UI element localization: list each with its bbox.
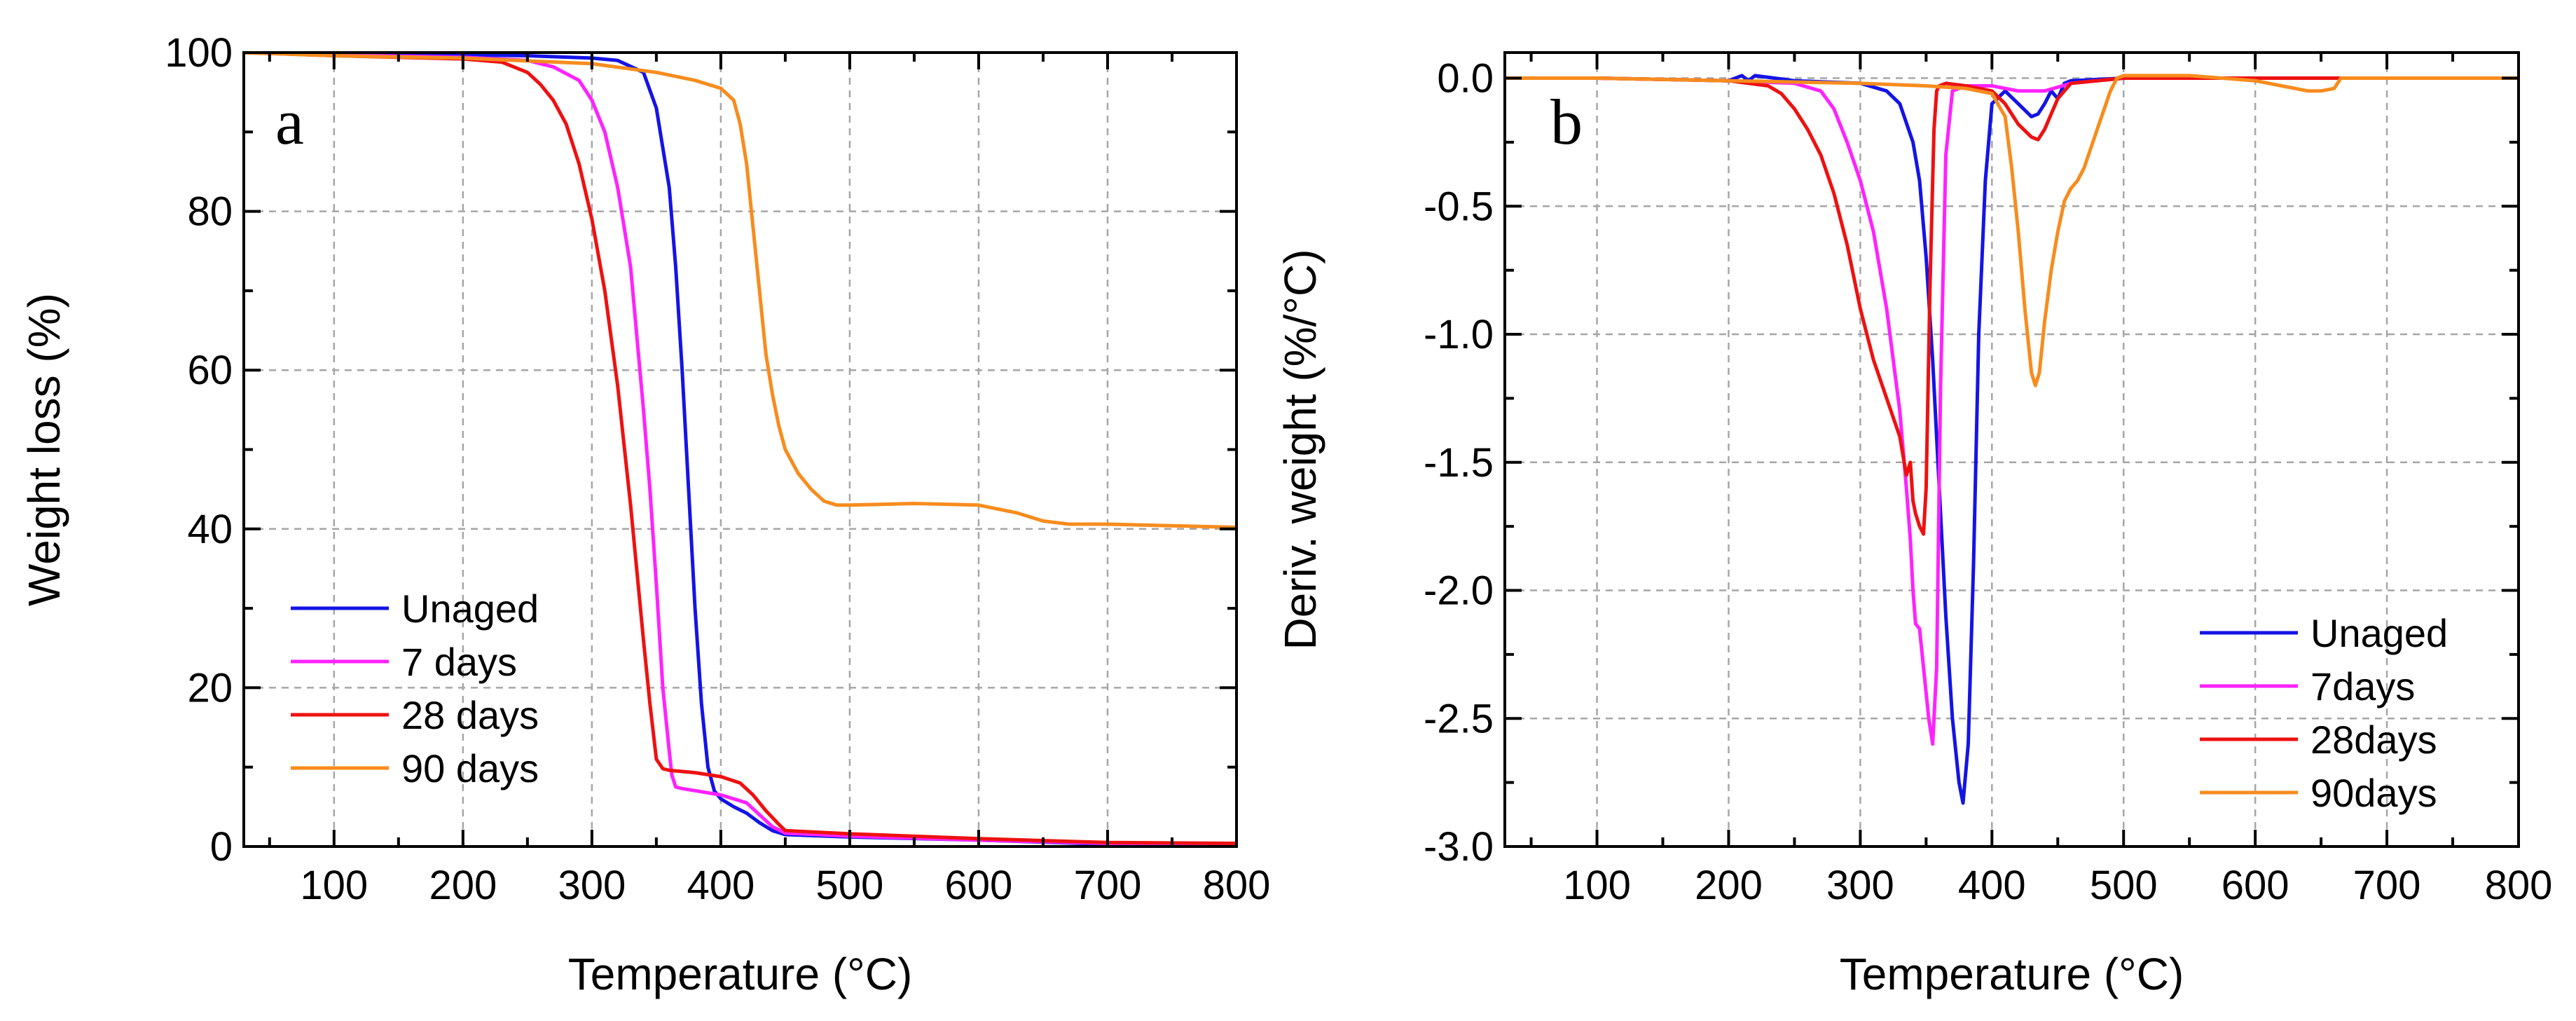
x-axis-label: Temperature (°C) [568, 949, 913, 999]
y-tick-label: 80 [187, 189, 233, 235]
legend-entry-label: Unaged [2310, 611, 2448, 655]
x-axis-label: Temperature (°C) [1840, 949, 2184, 999]
plot-frame [1503, 51, 2520, 848]
x-tick-label: 100 [300, 863, 368, 908]
x-tick-label: 800 [1203, 863, 1271, 908]
y-axis-label: Deriv. weight (%/°C) [1275, 249, 1325, 650]
x-tick-label: 600 [2222, 863, 2289, 908]
legend-entry-label: 28days [2310, 718, 2437, 762]
panel-label: b [1550, 86, 1583, 158]
x-tick-label: 700 [1074, 863, 1142, 908]
plot-frame [242, 51, 1238, 848]
panel-label: a [275, 86, 304, 158]
y-tick-label: 0 [210, 824, 233, 870]
x-tick-label: 600 [945, 863, 1013, 908]
legend-entry-label: 90 days [401, 746, 539, 790]
grid [244, 53, 1237, 847]
series-group [1505, 74, 2519, 805]
x-tick-label: 700 [2353, 863, 2421, 908]
chart-panel-a: 100 200 300 400 500 600 700 800 0 20 40 60 80 100 Temp… [19, 30, 1270, 999]
series-line-unaged [244, 53, 1237, 847]
x-tick-label: 500 [816, 863, 884, 908]
y-tick-label: -1.0 [1424, 312, 1494, 357]
series-group [244, 53, 1237, 847]
x-tick-label: 100 [1563, 863, 1631, 908]
y-tick-label: 0.0 [1437, 56, 1494, 102]
series-line-90days [1505, 74, 2519, 388]
x-tick-label: 300 [558, 863, 626, 908]
legend-entry-label: 90days [2310, 771, 2437, 815]
x-tick-label: 400 [687, 863, 755, 908]
series-line-90-days [244, 53, 1237, 529]
legend-entry-label: 7 days [401, 640, 517, 684]
x-tick-label: 800 [2485, 863, 2553, 908]
series-line-28-days [244, 53, 1237, 845]
chart-panel-b: 100 200 300 400 500 600 700 800 0.0 -0.5 -1.0 -1.5 -… [1275, 51, 2553, 999]
y-tick-label: 100 [165, 30, 233, 76]
x-tick-label: 500 [2090, 863, 2158, 908]
series-line-7-days [244, 53, 1237, 847]
y-tick-label: -2.5 [1424, 696, 1494, 741]
y-tick-label: -0.5 [1424, 184, 1494, 229]
y-tick-label: 40 [187, 507, 233, 552]
legend: Unaged 7 days 28 days 90 days [291, 587, 539, 790]
series-line-28days [1505, 76, 2519, 536]
x-tick-label: 300 [1826, 863, 1894, 908]
series-line-7days [1505, 76, 2519, 746]
y-axis-label: Weight loss (%) [19, 293, 69, 606]
y-tick-label: 60 [187, 348, 233, 393]
legend: Unaged 7days 28days 90days [2200, 611, 2448, 815]
y-tick-label: -3.0 [1424, 824, 1494, 870]
legend-entry-label: 28 days [401, 693, 539, 737]
x-tick-label: 200 [1695, 863, 1763, 908]
y-tick-label: -1.5 [1424, 440, 1494, 486]
grid [1505, 53, 2519, 847]
legend-entry-label: 7days [2310, 664, 2415, 708]
legend-entry-label: Unaged [401, 587, 539, 631]
y-tick-label: -2.0 [1424, 568, 1494, 614]
x-tick-label: 200 [429, 863, 497, 908]
y-tick-label: 20 [187, 665, 233, 711]
x-tick-label: 400 [1958, 863, 2026, 908]
